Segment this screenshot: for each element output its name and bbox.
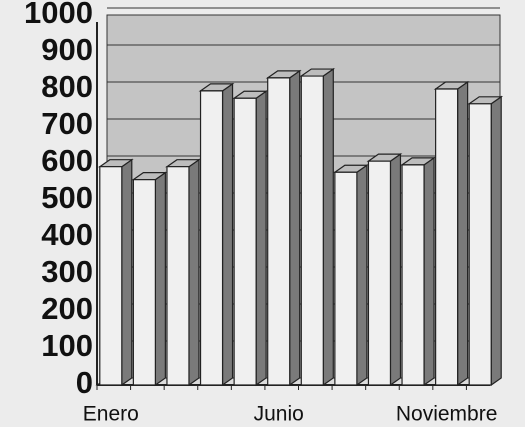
- bar-side: [457, 80, 469, 387]
- bar: [97, 158, 134, 387]
- y-tick-label: 200: [41, 291, 93, 326]
- bar-front: [267, 77, 291, 386]
- bar-side: [423, 156, 435, 387]
- bar-side: [188, 158, 200, 387]
- bar-side: [389, 152, 402, 387]
- bar-front: [132, 179, 156, 386]
- bar-front: [233, 97, 257, 386]
- x-tick-label: Junio: [254, 403, 304, 426]
- bar-front: [199, 90, 224, 386]
- bar-side: [490, 95, 502, 387]
- bar: [467, 95, 504, 387]
- x-tick-label: Enero: [83, 403, 139, 426]
- bar-side: [154, 171, 166, 387]
- bar: [198, 82, 235, 387]
- bar: [165, 158, 201, 387]
- bar: [265, 69, 302, 387]
- bar: [433, 80, 470, 387]
- bar-front: [468, 103, 492, 386]
- bar-front: [367, 160, 392, 386]
- bar: [400, 156, 436, 387]
- bar-front: [401, 164, 425, 386]
- y-tick-label: 800: [41, 69, 93, 104]
- bar-side: [356, 164, 368, 387]
- bar-front: [435, 88, 459, 386]
- y-tick-label: 1000: [24, 0, 93, 30]
- bar-front: [99, 166, 123, 386]
- y-tick-label: 700: [41, 106, 93, 141]
- bar: [332, 164, 369, 387]
- bar-side: [221, 82, 234, 387]
- bar-side: [255, 90, 267, 387]
- y-tick-label: 900: [41, 32, 93, 67]
- bar-front: [334, 171, 358, 386]
- bar: [232, 90, 269, 387]
- bar-front: [300, 75, 324, 386]
- bar: [299, 67, 336, 387]
- y-tick-label: 0: [76, 365, 93, 400]
- y-tick-label: 100: [41, 328, 93, 363]
- bar-side: [289, 69, 301, 387]
- bar-side: [322, 67, 334, 387]
- bar-side: [121, 158, 133, 387]
- y-tick-label: 400: [41, 217, 93, 252]
- bar: [366, 152, 403, 387]
- x-tick-label: Noviembre: [396, 403, 498, 426]
- y-tick-label: 600: [41, 143, 93, 178]
- bar: [131, 171, 168, 387]
- y-tick-label: 500: [41, 180, 93, 215]
- bar-front: [166, 166, 190, 386]
- y-tick-label: 300: [41, 254, 93, 289]
